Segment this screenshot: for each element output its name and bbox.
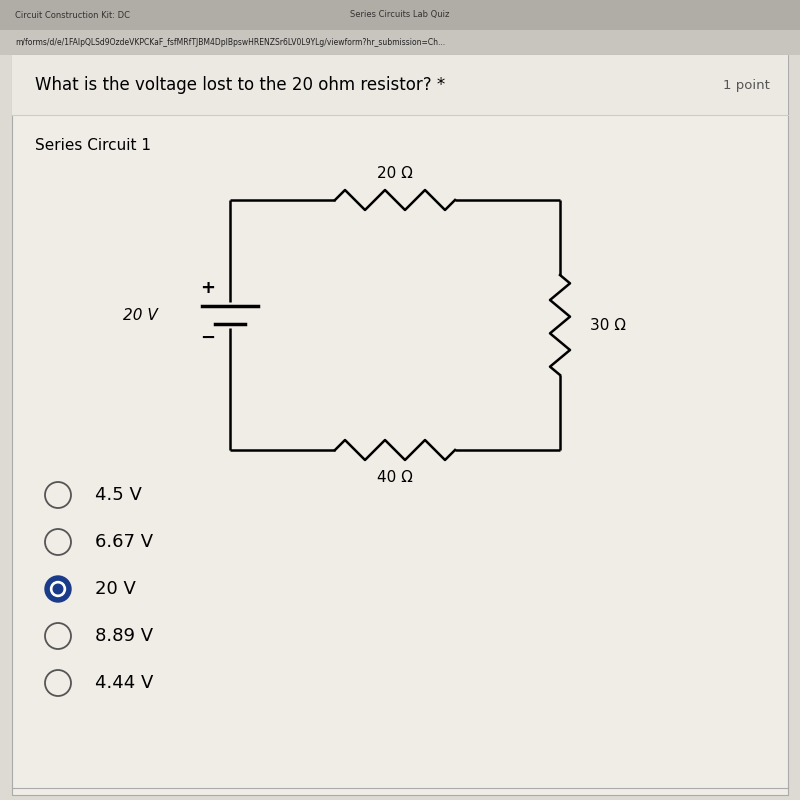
Text: 1 point: 1 point [723,78,770,91]
Circle shape [53,584,62,594]
Text: 20 Ω: 20 Ω [377,166,413,181]
Circle shape [50,582,66,597]
Text: −: − [201,329,215,347]
Text: 40 Ω: 40 Ω [377,470,413,485]
Text: Circuit Construction Kit: DC: Circuit Construction Kit: DC [15,10,130,19]
Text: 20 V: 20 V [95,580,136,598]
Text: 4.5 V: 4.5 V [95,486,142,504]
Text: 20 V: 20 V [122,307,158,322]
Text: Series Circuit 1: Series Circuit 1 [35,138,151,153]
Text: 6.67 V: 6.67 V [95,533,153,551]
Text: 4.44 V: 4.44 V [95,674,154,692]
Text: 8.89 V: 8.89 V [95,627,153,645]
Text: Series Circuits Lab Quiz: Series Circuits Lab Quiz [350,10,450,19]
Text: 30 Ω: 30 Ω [590,318,626,333]
Text: What is the voltage lost to the 20 ohm resistor? *: What is the voltage lost to the 20 ohm r… [35,76,446,94]
Bar [0,0,800,30]
Bar [12,55,788,115]
Circle shape [45,576,71,602]
Bar [0,30,800,55]
Text: +: + [201,279,215,297]
Text: m/forms/d/e/1FAIpQLSd9OzdeVKPCKaF_fsfMRfTJBM4DpIBpswHRENZSr6LV0L9YLg/viewform?hr: m/forms/d/e/1FAIpQLSd9OzdeVKPCKaF_fsfMRf… [15,38,445,47]
